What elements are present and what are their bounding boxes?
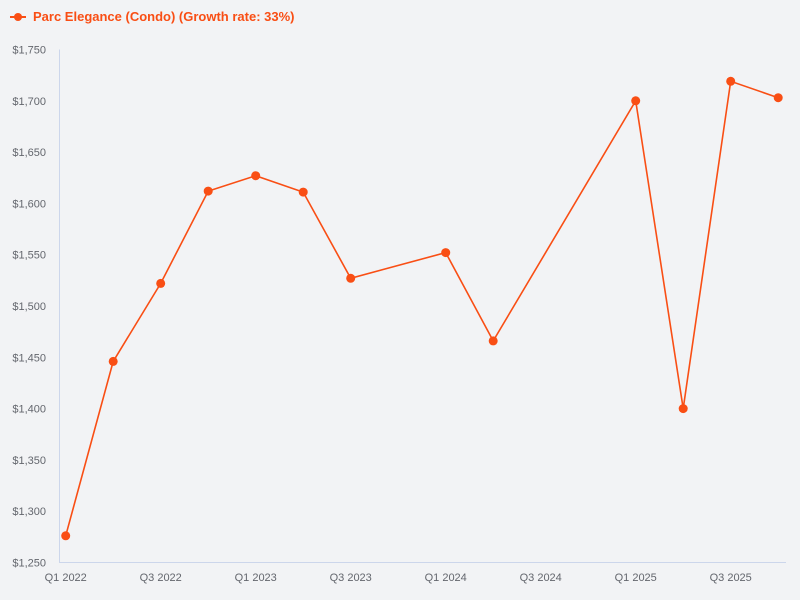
y-tick-label: $1,250 xyxy=(12,558,46,570)
data-point-marker xyxy=(726,76,736,86)
axis-lines xyxy=(59,49,786,563)
data-point-marker xyxy=(631,96,641,106)
data-point-marker xyxy=(298,187,308,197)
y-tick-label: $1,350 xyxy=(12,455,46,467)
x-tick-label: Q1 2023 xyxy=(235,572,277,584)
x-tick-label: Q1 2025 xyxy=(615,572,657,584)
data-point-marker xyxy=(251,171,261,181)
y-tick-label: $1,400 xyxy=(12,404,46,416)
y-tick-label: $1,550 xyxy=(12,250,46,262)
y-tick-label: $1,500 xyxy=(12,301,46,313)
x-tick-label: Q3 2025 xyxy=(710,572,752,584)
y-tick-label: $1,750 xyxy=(12,45,46,57)
y-tick-label: $1,700 xyxy=(12,96,46,108)
legend-item[interactable]: Parc Elegance (Condo) (Growth rate: 33%) xyxy=(10,9,295,24)
legend-series-marker-icon xyxy=(10,12,26,22)
x-tick-label: Q3 2022 xyxy=(140,572,182,584)
y-tick-label: $1,450 xyxy=(12,352,46,364)
data-point-marker xyxy=(61,531,71,541)
y-tick-label: $1,300 xyxy=(12,506,46,518)
x-tick-label: Q3 2024 xyxy=(520,572,562,584)
data-point-marker xyxy=(488,336,498,346)
data-point-marker xyxy=(346,273,356,283)
y-tick-label: $1,650 xyxy=(12,147,46,159)
data-point-marker xyxy=(773,93,783,103)
data-point-marker xyxy=(441,248,451,258)
y-tick-label: $1,600 xyxy=(12,198,46,210)
x-tick-label: Q3 2023 xyxy=(330,572,372,584)
x-tick-label: Q1 2024 xyxy=(425,572,467,584)
x-tick-label: Q1 2022 xyxy=(45,572,87,584)
data-point-marker xyxy=(156,278,166,288)
legend-series-label: Parc Elegance (Condo) (Growth rate: 33%) xyxy=(33,9,295,24)
data-point-marker xyxy=(678,404,688,414)
data-point-marker xyxy=(108,356,118,366)
data-point-marker xyxy=(203,186,213,196)
series-line xyxy=(64,80,779,537)
